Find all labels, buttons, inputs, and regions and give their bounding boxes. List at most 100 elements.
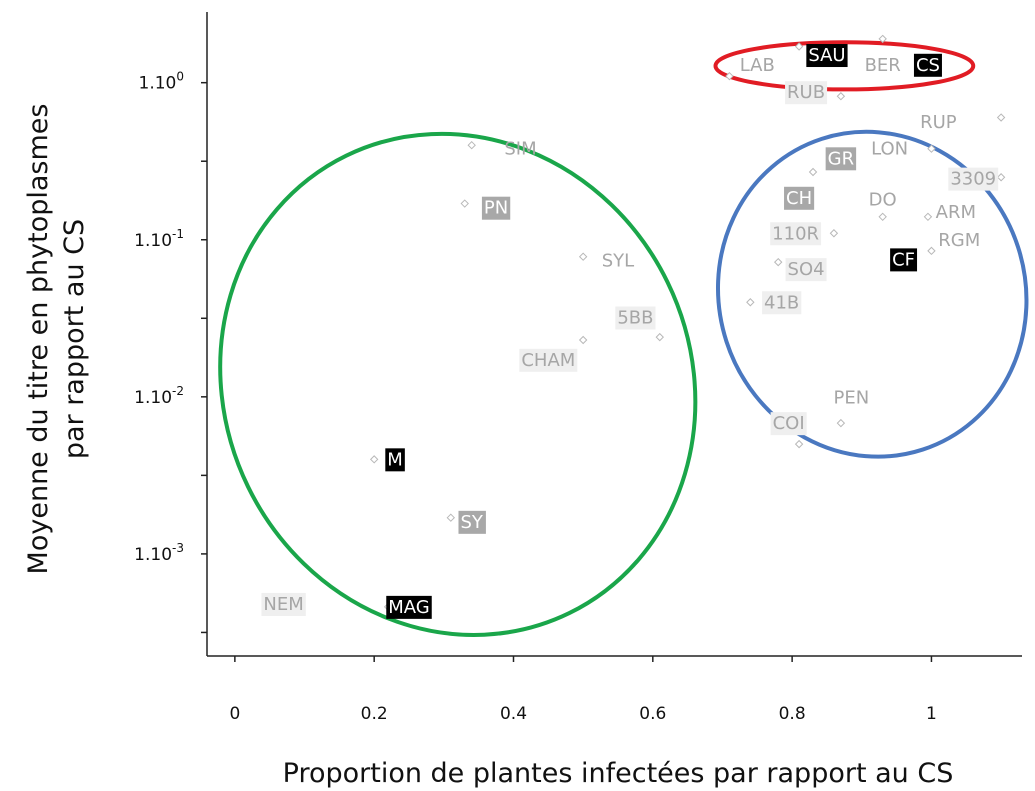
point-label-bg (785, 258, 827, 282)
point-label-text: SAU (808, 45, 845, 66)
point-label-text: NEM (263, 594, 303, 615)
x-tick-label: 0.6 (639, 704, 666, 724)
point-label-so4: SO4 (785, 258, 827, 282)
point-label-text: 110R (772, 223, 819, 244)
point-label-text: RUB (787, 82, 825, 103)
point-label-lon: LON (871, 139, 908, 160)
y-axis-title-line2: par rapport au CS (59, 219, 90, 459)
point-label-rup: RUP (920, 112, 957, 133)
point-marker-ber (878, 34, 887, 44)
point-label-text: ARM (936, 202, 976, 223)
point-label-text: DO (869, 190, 897, 211)
x-tick-label: 1 (926, 704, 937, 724)
point-label-bg (770, 222, 822, 246)
point-label-sim: SIM (504, 139, 536, 160)
point-label-text: PN (484, 198, 508, 219)
point-label-41b: 41B (762, 291, 802, 315)
y-tick-label: 1.100 (139, 70, 185, 94)
point-label-rgm: RGM (938, 230, 980, 251)
point-label-bg (806, 44, 848, 68)
point-label-gr: GR (825, 147, 857, 171)
point-label-text: CS (916, 55, 940, 76)
point-label-ber: BER (865, 55, 901, 76)
point-label-text: 3309 (950, 169, 996, 190)
point-marker-arm (923, 212, 933, 222)
x-tick-label: 0.4 (500, 704, 527, 724)
point-label-cham: CHAM (519, 348, 578, 372)
point-marker-41b (746, 298, 755, 307)
point-label-bg (890, 248, 918, 272)
point-label-bg (458, 510, 486, 534)
point-label-text: SY (460, 512, 483, 533)
point-label-bg (784, 186, 815, 210)
point-label-5bb: 5BB (615, 306, 656, 330)
point-label-lab: LAB (740, 55, 775, 76)
y-tick-label: 1.10-3 (134, 541, 184, 565)
point-label-bg (386, 595, 432, 619)
point-marker-3309 (996, 173, 1006, 182)
x-tick-label: 0.2 (361, 704, 388, 724)
point-label-nem: NEM (261, 592, 306, 616)
point-label-text: RGM (938, 230, 980, 251)
point-label-text: COI (773, 413, 805, 434)
point-marker-sau (794, 42, 804, 51)
point-marker-sy (446, 513, 456, 522)
point-label-arm: ARM (936, 202, 976, 223)
point-label-bg (481, 196, 511, 220)
y-ticks: 1.100 1.10-1 1.10-2 1.10-3 (134, 70, 207, 634)
point-label-text: 41B (764, 292, 799, 313)
x-ticks: 0 0.2 0.4 0.6 0.8 1 (229, 656, 937, 724)
point-marker-cham (578, 335, 588, 345)
point-label-cs: CS (913, 53, 942, 77)
x-tick-label: 0 (229, 704, 240, 724)
point-marker-pen (836, 418, 846, 428)
point-label-text: 5BB (617, 307, 653, 328)
point-label-bg (519, 348, 578, 372)
point-label-bg (615, 306, 656, 330)
point-label-bg (913, 53, 942, 77)
point-label-text: SIM (504, 139, 536, 160)
point-marker-rup (996, 113, 1006, 122)
point-label-text: SO4 (788, 259, 825, 280)
point-label-ch: CH (784, 186, 815, 210)
point-label-text: LON (871, 139, 908, 160)
axes (206, 12, 1022, 657)
point-marker-110r (829, 229, 839, 238)
point-label-sy: SY (458, 510, 486, 534)
point-label-110r: 110R (770, 222, 822, 246)
point-marker-pn (460, 199, 469, 208)
group-ellipse-blue (715, 129, 1029, 459)
group-ellipses (218, 40, 1029, 637)
point-label-bg (385, 448, 405, 472)
point-marker-syl (578, 252, 588, 261)
y-tick-label: 1.10-1 (134, 227, 184, 251)
point-label-pn: PN (481, 196, 511, 220)
x-tick-label: 0.8 (779, 704, 806, 724)
point-label-text: CHAM (521, 350, 575, 371)
group-ellipse-red (713, 40, 976, 92)
point-marker-do (878, 212, 887, 222)
point-label-cf: CF (890, 248, 918, 272)
point-label-text: GR (828, 148, 854, 169)
x-axis-title: Proportion de plantes infectées par rapp… (283, 758, 954, 789)
point-marker-rgm (927, 246, 936, 256)
group-ellipse-green (218, 131, 698, 637)
point-label-bg (785, 81, 828, 105)
point-label-bg (261, 592, 306, 616)
point-marker-rub (836, 92, 846, 101)
point-label-bg (948, 167, 999, 191)
y-tick-label: 1.10-2 (134, 384, 184, 408)
point-labels: LAB SAU BER CS RUB RUP LON GR 3309 CH DO ARM 110R RGM… (261, 44, 999, 619)
point-marker-so4 (773, 257, 783, 267)
point-marker-lab (725, 71, 734, 81)
point-label-text: CH (786, 188, 812, 209)
point-label-text: BER (865, 55, 901, 76)
point-label-rub: RUB (785, 81, 828, 105)
point-marker-gr (808, 167, 818, 177)
point-label-pen: PEN (833, 388, 869, 409)
point-label-bg (825, 147, 857, 171)
y-axis-title-line1: Moyenne du titre en phytoplasmes (23, 104, 54, 575)
point-label-text: M (387, 449, 403, 470)
point-label-syl: SYL (602, 250, 634, 271)
